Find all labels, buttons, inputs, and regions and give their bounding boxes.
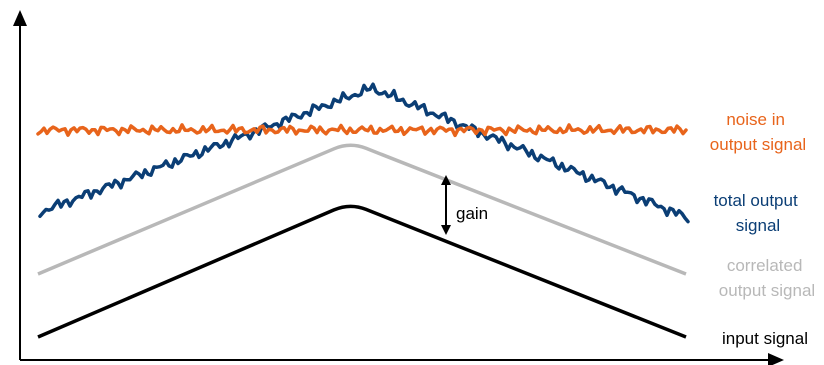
correlated-label: correlated output signal: [719, 256, 815, 300]
input-label: input signal: [722, 329, 808, 348]
correlated-output-signal-curve: [37, 143, 687, 276]
input-signal-curve: [37, 204, 687, 339]
total-output-signal-curve: [38, 82, 690, 224]
noise-label-line-1: noise in: [726, 110, 785, 129]
gain-label: gain: [456, 204, 488, 223]
total-label-line-1: total output: [714, 191, 798, 210]
total-label: total output signal: [714, 191, 803, 235]
y-axis-arrow-icon: [13, 10, 27, 26]
correlated-label-line-2: output signal: [719, 281, 815, 300]
x-axis-arrow-icon: [768, 353, 784, 365]
total-label-line-2: signal: [736, 216, 780, 235]
noise-label: noise in output signal: [710, 110, 806, 154]
noise-in-output-signal-curve: [36, 123, 688, 138]
correlated-label-line-1: correlated: [727, 256, 803, 275]
noise-label-line-2: output signal: [710, 135, 806, 154]
